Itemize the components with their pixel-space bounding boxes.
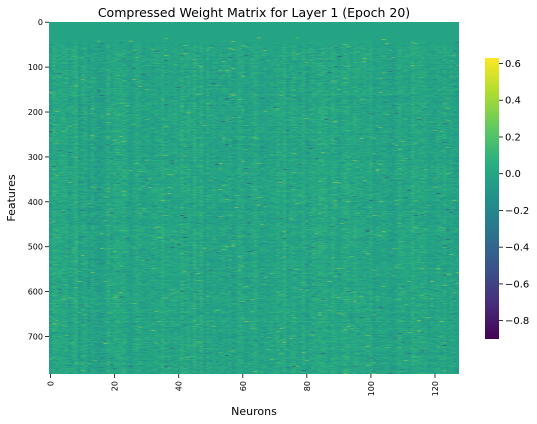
colorbar-tick-label: −0.4 bbox=[505, 243, 529, 254]
y-tick-label: 0 bbox=[38, 18, 43, 27]
colorbar bbox=[485, 58, 499, 339]
y-tick-label: 100 bbox=[28, 63, 43, 72]
colorbar-tick-label: −0.8 bbox=[505, 316, 529, 327]
heatmap-cells bbox=[49, 22, 459, 374]
chart-title: Compressed Weight Matrix for Layer 1 (Ep… bbox=[98, 5, 410, 20]
y-tick-label: 500 bbox=[28, 243, 43, 252]
x-tick-label: 80 bbox=[303, 381, 312, 391]
colorbar-ticks: 0.6 0.4 0.2 0.0 −0.2 −0.4 −0.6 −0.8 bbox=[499, 59, 529, 327]
x-tick-label: 120 bbox=[431, 381, 440, 396]
x-tick-label: 20 bbox=[111, 381, 120, 391]
y-axis-label: Features bbox=[5, 174, 18, 222]
x-axis-ticks: 0 20 40 60 80 100 120 bbox=[47, 374, 440, 396]
colorbar-tick-label: −0.2 bbox=[505, 206, 529, 217]
y-tick-label: 400 bbox=[28, 198, 43, 207]
x-tick-label: 60 bbox=[239, 381, 248, 391]
x-axis-label: Neurons bbox=[231, 405, 277, 418]
y-tick-label: 300 bbox=[28, 153, 43, 162]
x-tick-label: 0 bbox=[47, 381, 56, 386]
colorbar-tick-label: 0.2 bbox=[505, 132, 521, 143]
colorbar-tick-label: 0.6 bbox=[505, 59, 521, 70]
colorbar-tick-label: 0.4 bbox=[505, 96, 521, 107]
colorbar-tick-label: −0.6 bbox=[505, 279, 529, 290]
x-tick-label: 40 bbox=[175, 381, 184, 391]
y-tick-label: 700 bbox=[28, 333, 43, 342]
colorbar-tick-label: 0.0 bbox=[505, 169, 521, 180]
x-tick-label: 100 bbox=[367, 381, 376, 396]
y-tick-label: 600 bbox=[28, 288, 43, 297]
y-axis-ticks: 0 100 200 300 400 500 600 700 bbox=[28, 18, 49, 342]
y-tick-label: 200 bbox=[28, 108, 43, 117]
